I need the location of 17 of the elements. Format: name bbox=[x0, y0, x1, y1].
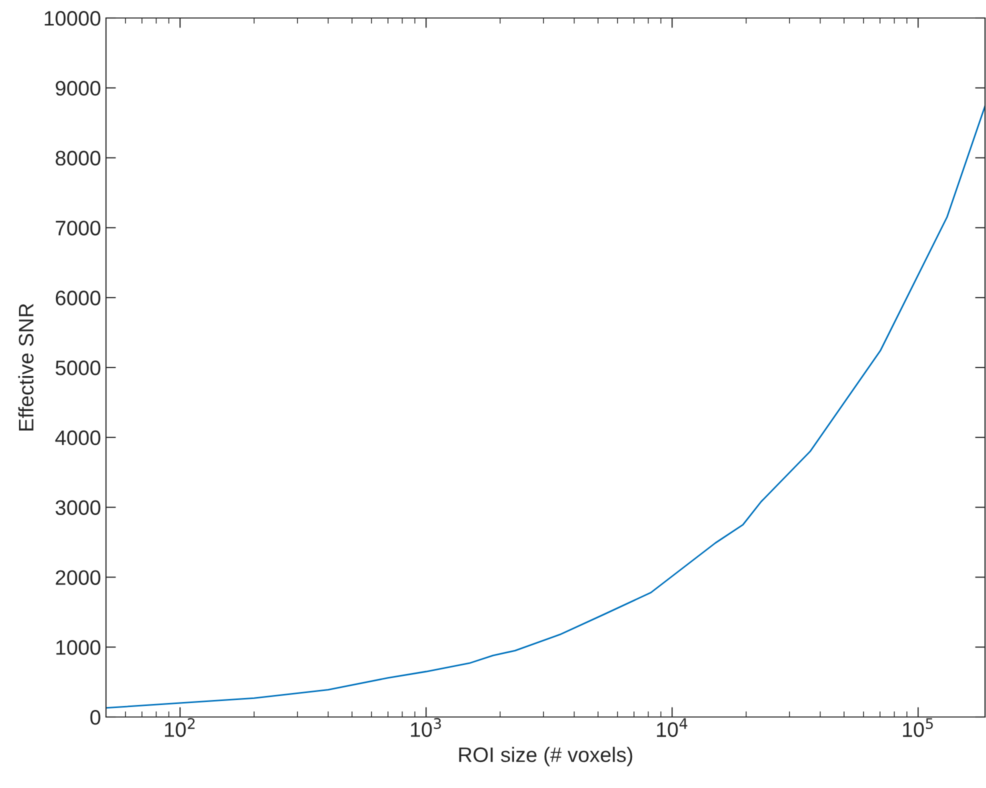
y-tick-label: 0 bbox=[90, 710, 100, 725]
y-tick-label: 10000 bbox=[44, 11, 100, 26]
y-tick-label: 8000 bbox=[56, 150, 100, 166]
x-tick-label: 10$^{5}$ bbox=[903, 718, 933, 738]
y-tick-label: 2000 bbox=[56, 570, 100, 585]
y-tick-label: 9000 bbox=[56, 80, 100, 96]
y-tick-label: 6000 bbox=[56, 290, 100, 306]
x-tick-label: 10$^{3}$ bbox=[411, 718, 441, 738]
y-tick-label: 1000 bbox=[56, 640, 100, 655]
y-tick-label: 4000 bbox=[55, 430, 100, 446]
x-axis-title: ROI size (# voxels) bbox=[459, 746, 632, 766]
y-axis-title: Effective SNR bbox=[18, 304, 34, 430]
y-tick-label: 3000 bbox=[56, 500, 100, 516]
x-tick-label: 10$^{4}$ bbox=[657, 718, 688, 738]
y-tick-label: 7000 bbox=[56, 220, 100, 236]
y-tick-label: 5000 bbox=[56, 360, 100, 376]
x-tick-label: 10$^{2}$ bbox=[164, 718, 195, 738]
